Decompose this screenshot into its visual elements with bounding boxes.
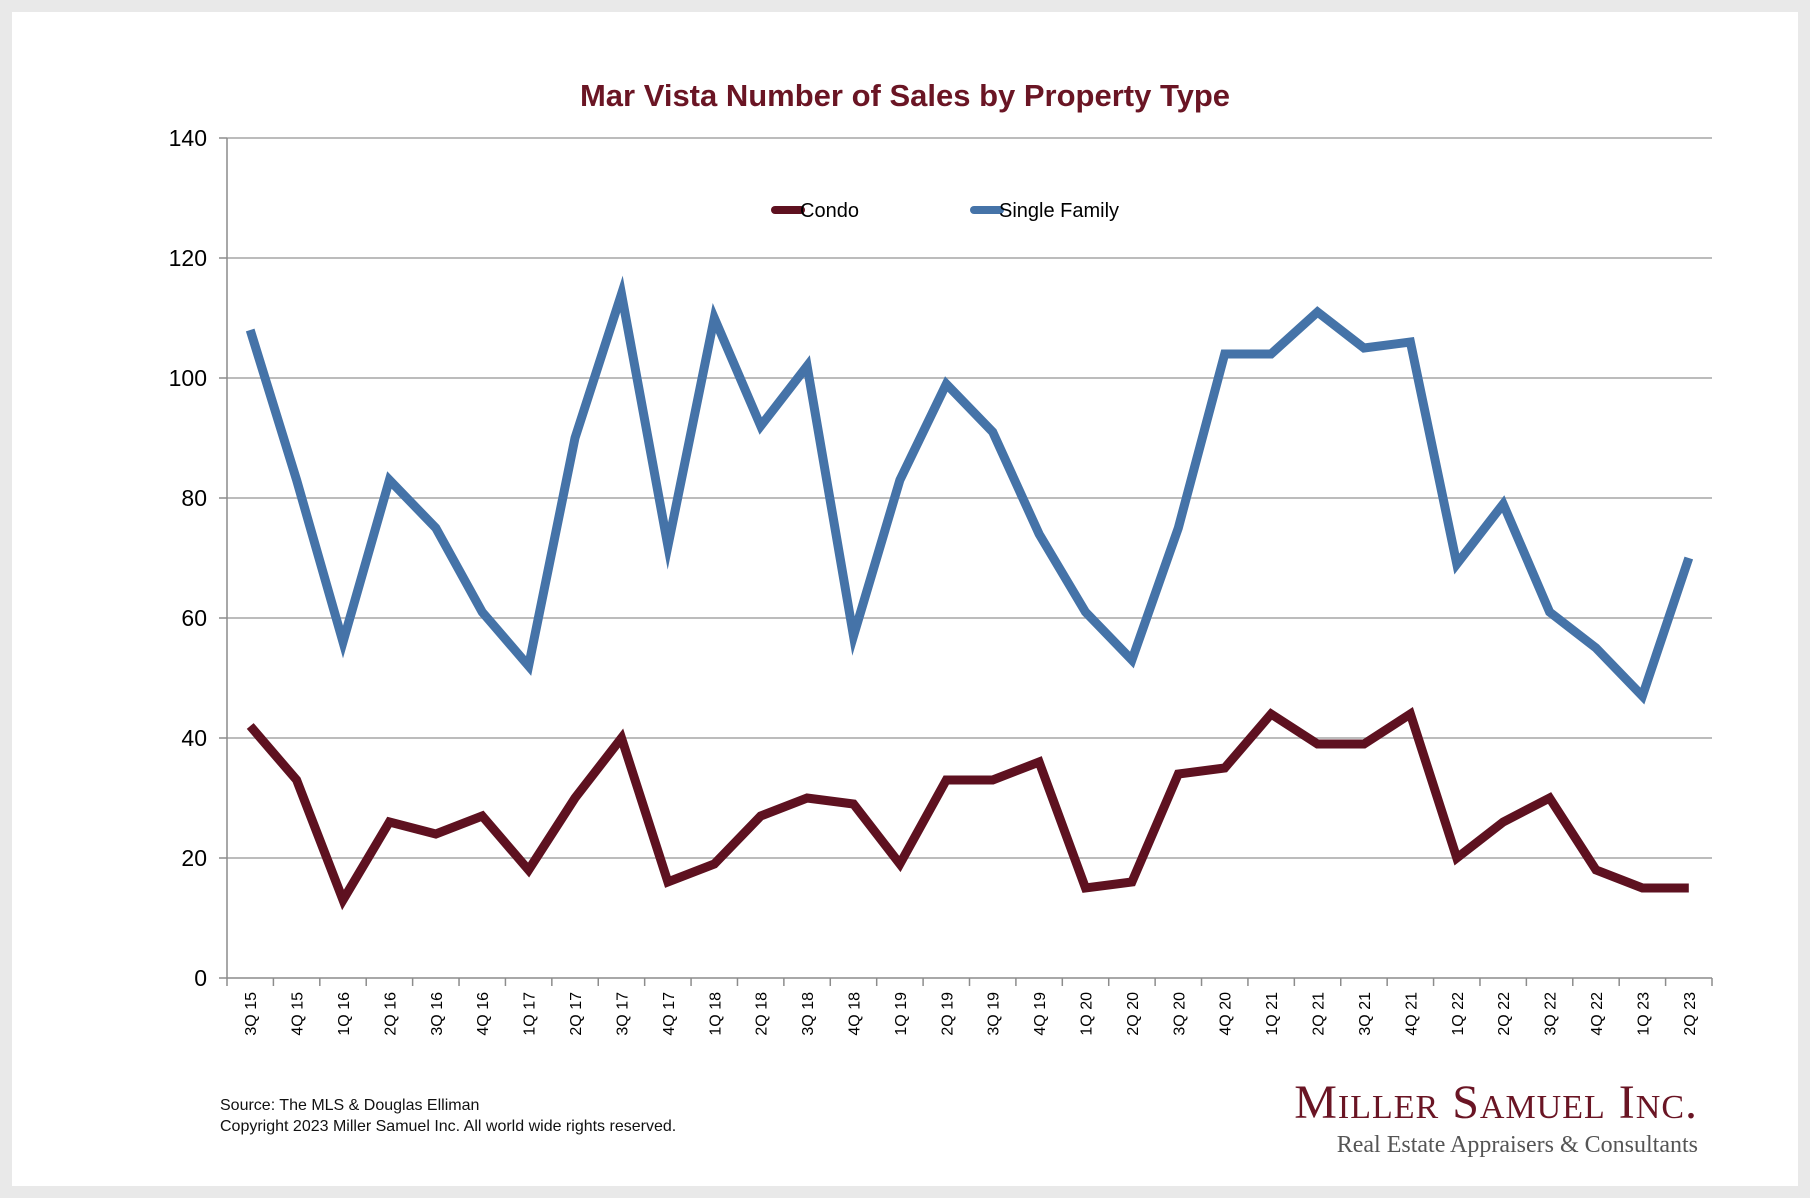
x-tick-label: 1Q 18 <box>707 992 724 1036</box>
copyright-line: Copyright 2023 Miller Samuel Inc. All wo… <box>220 1118 677 1135</box>
y-tick-label: 120 <box>169 245 207 271</box>
chart-frame: Mar Vista Number of Sales by Property Ty… <box>12 12 1798 1186</box>
x-tick-label: 1Q 21 <box>1264 992 1281 1036</box>
y-tick-label: 80 <box>181 485 207 511</box>
y-tick-label: 140 <box>169 125 207 151</box>
x-tick-label: 2Q 17 <box>568 992 585 1036</box>
source-note: Source: The MLS & Douglas Elliman Copyri… <box>220 1095 676 1137</box>
x-tick-label: 1Q 23 <box>1635 992 1652 1036</box>
logo-name: Miller Samuel Inc. <box>1294 1076 1698 1129</box>
x-tick-label: 3Q 15 <box>243 992 260 1036</box>
x-tick-label: 3Q 17 <box>614 992 631 1036</box>
x-tick-label: 3Q 21 <box>1357 992 1374 1036</box>
x-tick-label: 4Q 16 <box>475 992 492 1036</box>
x-tick-label: 4Q 20 <box>1218 992 1235 1036</box>
x-tick-label: 4Q 17 <box>661 992 678 1036</box>
x-tick-label: 2Q 19 <box>939 992 956 1036</box>
series-line-single-family <box>245 275 1694 705</box>
line-chart: 0 20 40 60 80 100 120 140 3Q 15 4Q 15 1Q 16 2Q 16 3Q… <box>169 125 1713 1036</box>
x-tick-label: 4Q 19 <box>1032 992 1049 1036</box>
x-tick-label: 2Q 16 <box>382 992 399 1036</box>
x-tick-label: 4Q 22 <box>1589 992 1606 1036</box>
company-logo: Miller Samuel Inc. Real Estate Appraiser… <box>1294 1077 1698 1161</box>
x-tick-label: 4Q 15 <box>290 992 307 1036</box>
logo-tagline: Real Estate Appraisers & Consultants <box>1336 1132 1698 1158</box>
x-tick-label: 3Q 19 <box>986 992 1003 1036</box>
y-tick-label: 40 <box>181 725 207 751</box>
x-tick-label: 1Q 20 <box>1079 992 1096 1036</box>
x-tick-label: 3Q 18 <box>800 992 817 1036</box>
y-tick-label: 0 <box>194 965 207 991</box>
x-tick-label: 4Q 21 <box>1403 992 1420 1036</box>
x-tick-label: 2Q 20 <box>1125 992 1142 1036</box>
x-tick-label: 4Q 18 <box>846 992 863 1036</box>
x-tick-label: 1Q 22 <box>1450 992 1467 1036</box>
x-tick-label: 2Q 18 <box>754 992 771 1036</box>
x-tick-label: 2Q 22 <box>1496 992 1513 1036</box>
source-line: Source: The MLS & Douglas Elliman <box>220 1097 480 1114</box>
legend-label: Single Family <box>999 200 1119 222</box>
x-tick-label: 2Q 21 <box>1311 992 1328 1036</box>
x-tick-label: 1Q 19 <box>893 992 910 1036</box>
x-tick-label: 1Q 16 <box>336 992 353 1036</box>
series-line-condo <box>246 707 1689 911</box>
y-tick-label: 100 <box>169 365 207 391</box>
x-tick-label: 3Q 16 <box>429 992 446 1036</box>
legend-label: Condo <box>800 200 859 222</box>
chart-title: Mar Vista Number of Sales by Property Ty… <box>579 78 1231 113</box>
y-tick-label: 60 <box>181 605 207 631</box>
x-tick-label: 3Q 20 <box>1171 992 1188 1036</box>
x-tick-label: 2Q 23 <box>1682 992 1699 1036</box>
y-tick-label: 20 <box>181 845 207 871</box>
x-tick-label: 1Q 17 <box>522 992 539 1036</box>
x-tick-label: 3Q 22 <box>1543 992 1560 1036</box>
